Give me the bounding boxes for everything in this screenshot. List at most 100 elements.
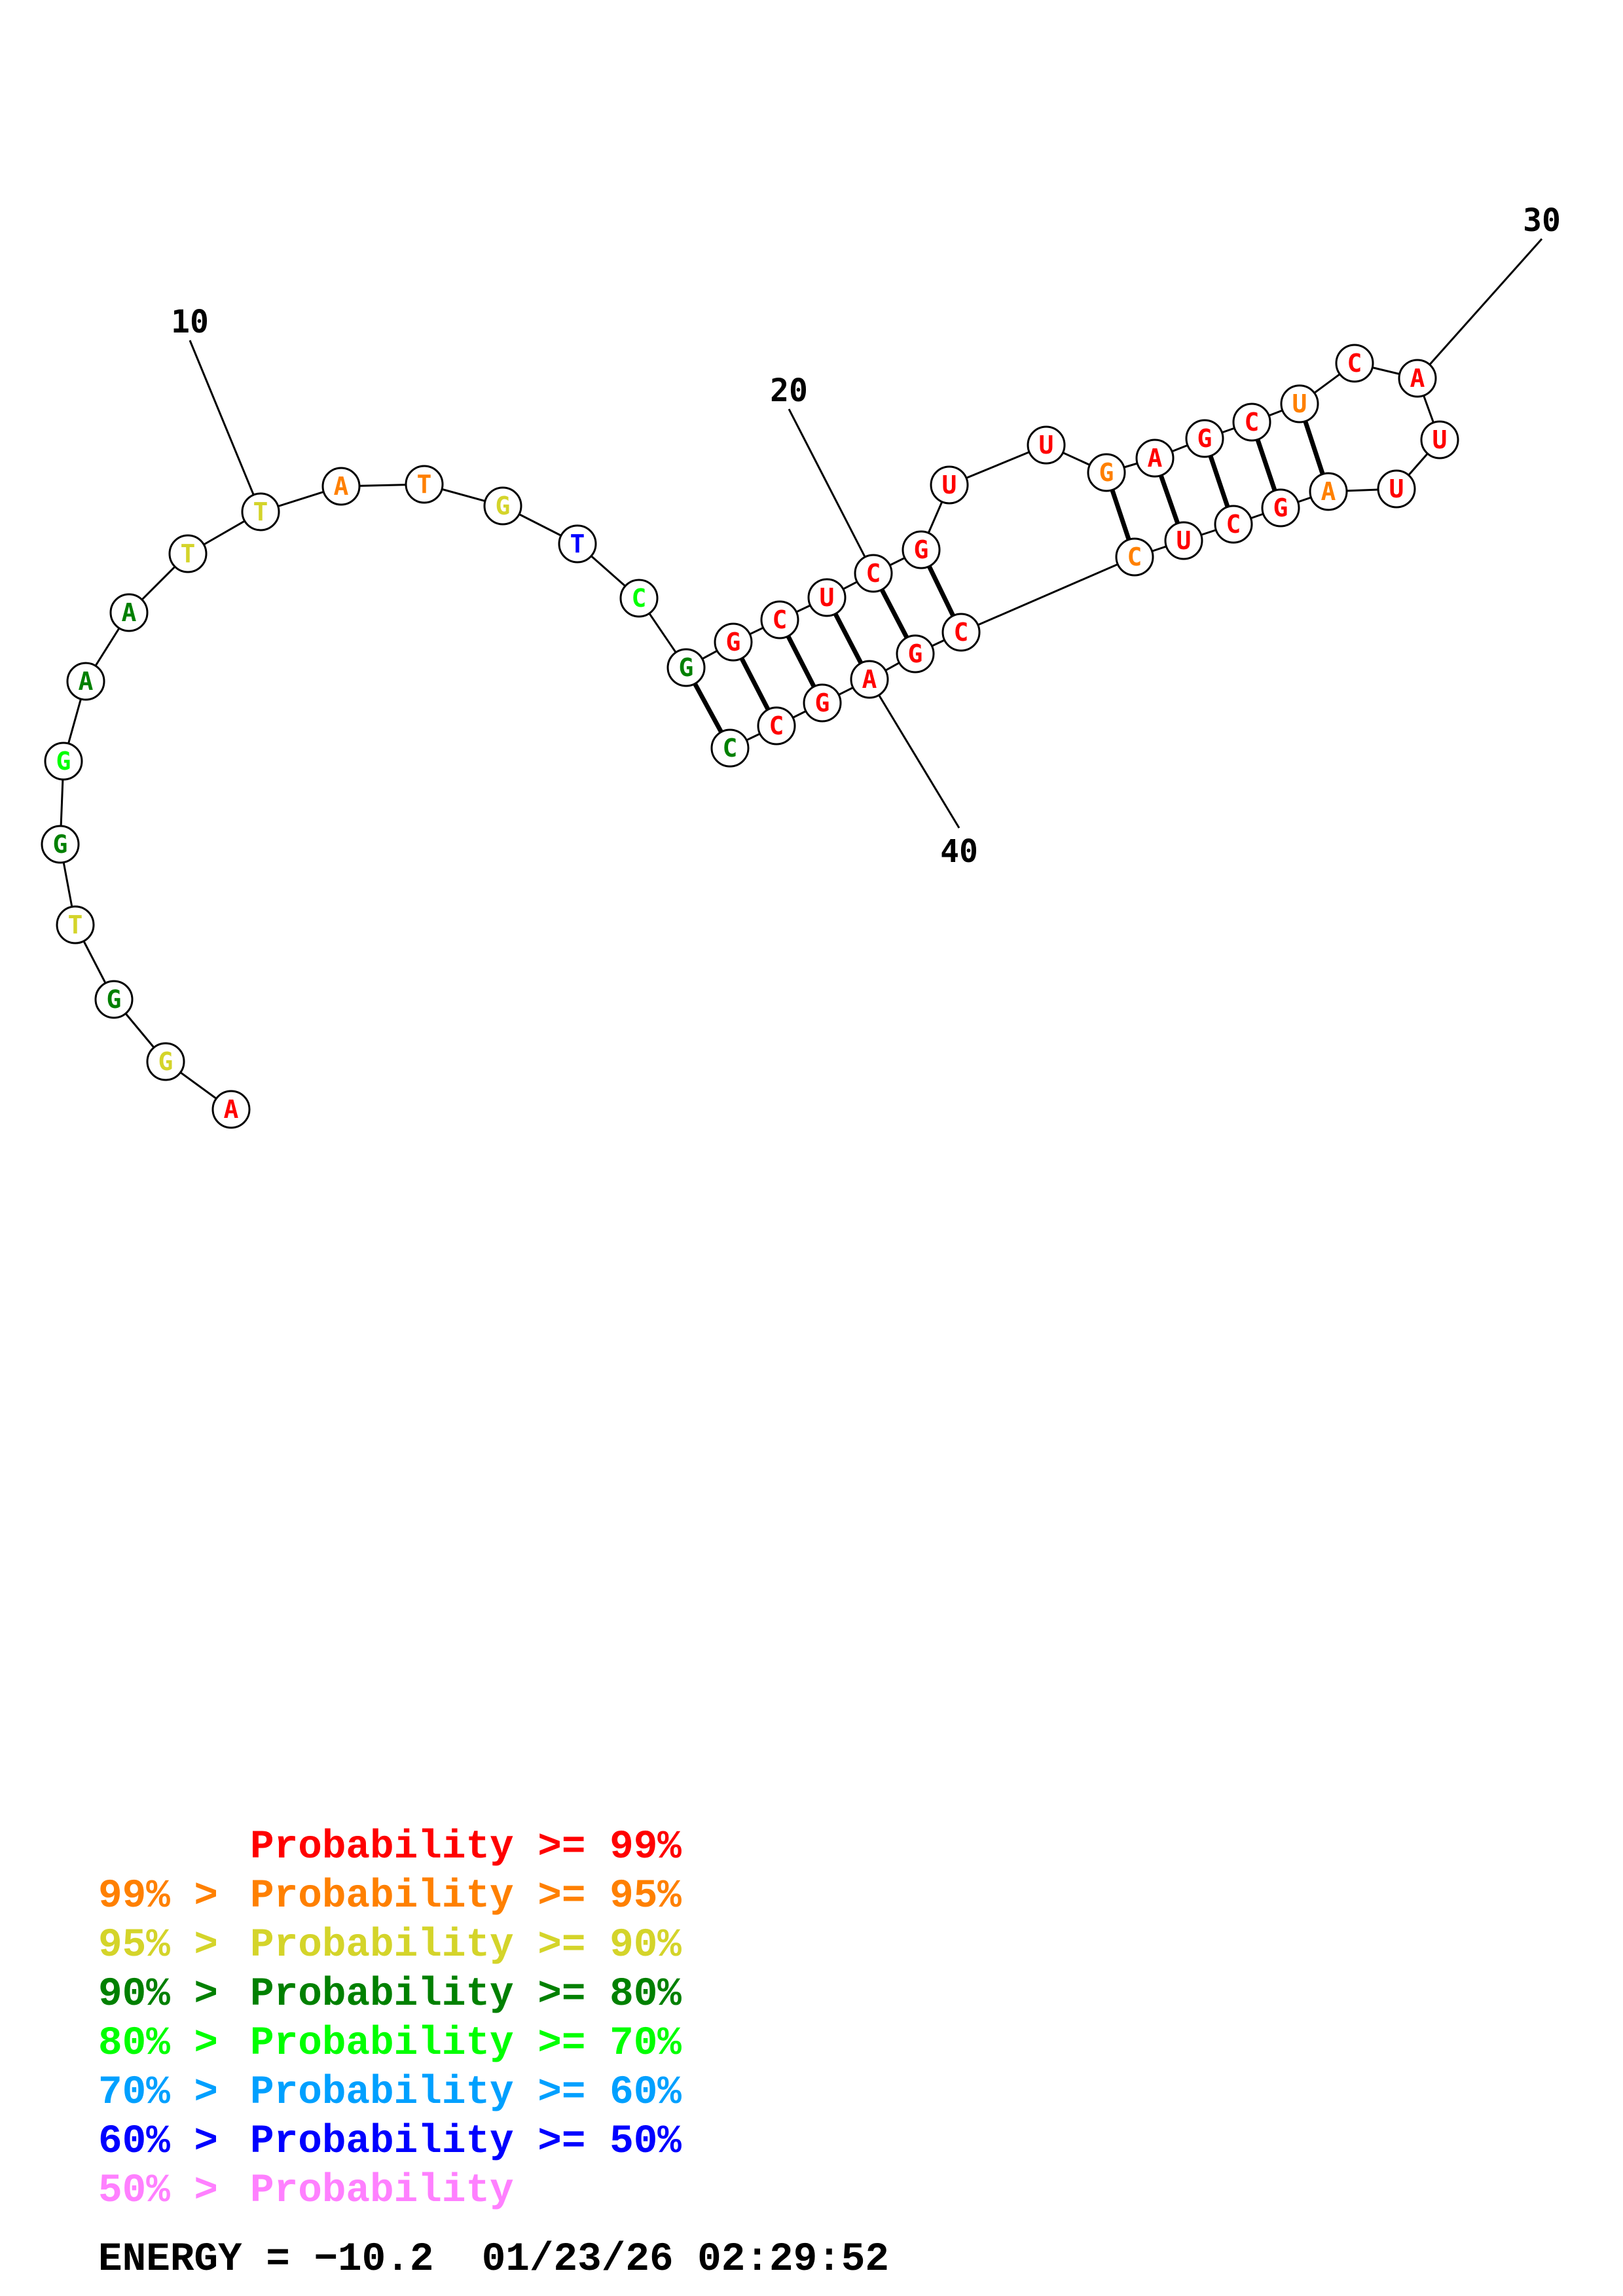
- position-label-line: [868, 679, 960, 829]
- nucleotide: C: [1335, 344, 1374, 383]
- probability-legend: Probability >= 99% 99% > Probability >= 9…: [98, 1823, 682, 2215]
- nucleotide-circle: [56, 905, 95, 944]
- nucleotide-circle: [666, 648, 706, 687]
- nucleotide: G: [803, 683, 842, 723]
- nucleotide: U: [1027, 425, 1066, 465]
- legend-row: 95% > Probability >= 90%: [98, 1921, 682, 1970]
- nucleotide: A: [211, 1090, 251, 1129]
- nucleotide-circle: [1087, 453, 1126, 492]
- nucleotide-circle: [803, 683, 842, 723]
- nucleotide-base: C: [632, 584, 647, 613]
- nucleotide: G: [666, 648, 706, 687]
- nucleotide: A: [109, 593, 149, 632]
- nucleotide-circle: [483, 486, 522, 526]
- nucleotide-base: G: [107, 985, 122, 1014]
- legend-prefix: 95% >: [98, 1923, 242, 1968]
- legend-row: 99% > Probability >= 95%: [98, 1872, 682, 1921]
- nucleotide-base: C: [769, 711, 784, 740]
- legend-row: 60% > Probability >= 50%: [98, 2117, 682, 2166]
- nucleotide: C: [757, 706, 796, 745]
- nucleotide: T: [558, 524, 597, 564]
- backbone-segment: [960, 556, 1135, 634]
- legend-label: Probability >= 60%: [250, 2070, 682, 2115]
- legend-label: Probability >= 95%: [250, 1874, 682, 1919]
- nucleotide-base: A: [862, 665, 877, 694]
- nucleotide-base: G: [56, 747, 71, 776]
- nucleotide: G: [94, 980, 134, 1019]
- nucleotide: A: [1309, 472, 1348, 511]
- legend-label: Probability >= 90%: [250, 1923, 682, 1968]
- nucleotide-base: G: [496, 492, 511, 520]
- nucleotide: G: [1261, 488, 1300, 528]
- nucleotide: C: [1214, 505, 1253, 544]
- nucleotide-circle: [146, 1042, 185, 1081]
- nucleotide-base: A: [224, 1095, 239, 1124]
- nucleotide: G: [41, 825, 80, 864]
- nucleotide: G: [44, 742, 83, 781]
- nucleotide-base: U: [1039, 431, 1054, 459]
- timestamp: 01/23/26 02:29:52: [481, 2237, 890, 2282]
- position-labels: 10 20 30 40: [171, 202, 1561, 870]
- nucleotide-circle: [241, 492, 280, 531]
- nucleotide: G: [1087, 453, 1126, 492]
- nucleotide-base: A: [1148, 444, 1163, 473]
- nucleotide: C: [941, 613, 981, 652]
- nucleotide-circle: [41, 825, 80, 864]
- nucleotide-circle: [168, 534, 208, 573]
- nucleotide-circle: [1335, 344, 1374, 383]
- nucleotide-circle: [1261, 488, 1300, 528]
- nucleotide-circle: [1377, 469, 1416, 509]
- position-label: 40: [940, 833, 978, 870]
- nucleotide-base: U: [1432, 425, 1448, 454]
- nucleotide-base: A: [122, 598, 137, 627]
- nucleotide: G: [483, 486, 522, 526]
- nucleotide: U: [1420, 420, 1459, 459]
- nucleotide-circle: [896, 634, 935, 673]
- legend-label: Probability >= 70%: [250, 2021, 682, 2066]
- nucleotide-circle: [902, 530, 941, 569]
- legend-label: Probability >= 50%: [250, 2119, 682, 2164]
- nucleotide-circle: [1398, 359, 1437, 398]
- nucleotide: G: [714, 622, 753, 662]
- legend-label: Probability >= 99%: [250, 1825, 682, 1870]
- nucleotide-base: G: [914, 535, 929, 564]
- nucleotide: G: [1185, 419, 1224, 458]
- nucleotide-base: T: [570, 529, 585, 558]
- nucleotide: C: [619, 579, 659, 618]
- legend-prefix: 99% >: [98, 1874, 242, 1919]
- legend-prefix: 80% >: [98, 2021, 242, 2066]
- nucleotide-circle: [321, 467, 361, 506]
- nucleotide: A: [850, 660, 889, 699]
- nucleotide-circle: [211, 1090, 251, 1129]
- nucleotide-circle: [714, 622, 753, 662]
- nucleotide-circle: [1185, 419, 1224, 458]
- position-label-lines: [189, 238, 1543, 829]
- nucleotide-base: G: [815, 689, 830, 717]
- nucleotide-base: A: [334, 472, 349, 501]
- nucleotide-circle: [941, 613, 981, 652]
- legend-row: 90% > Probability >= 80%: [98, 1970, 682, 2019]
- nucleotide-circle: [760, 600, 799, 639]
- nucleotide-circle: [850, 660, 889, 699]
- nucleotide: A: [321, 467, 361, 506]
- nucleotide: A: [1135, 439, 1175, 478]
- nucleotide: A: [1398, 359, 1437, 398]
- position-label-line: [788, 408, 875, 574]
- nucleotide-base: G: [679, 653, 694, 682]
- nucleotide: C: [854, 554, 893, 593]
- nucleotide-circle: [854, 554, 893, 593]
- position-label: 10: [171, 304, 209, 340]
- nucleotide-base: C: [773, 605, 788, 634]
- nucleotide-base: T: [68, 910, 83, 939]
- nucleotide-base: C: [866, 559, 881, 588]
- nucleotide-base: G: [726, 628, 741, 656]
- nucleotide: T: [168, 534, 208, 573]
- nucleotide-base: U: [1176, 526, 1192, 555]
- nucleotide-circle: [1309, 472, 1348, 511]
- nucleotide-circle: [1027, 425, 1066, 465]
- nucleotide-base: G: [53, 830, 68, 859]
- nucleotide-base: C: [1245, 408, 1260, 437]
- nucleotide: G: [896, 634, 935, 673]
- legend-label: Probability >= 80%: [250, 1972, 682, 2017]
- nucleotide-base: T: [181, 539, 196, 568]
